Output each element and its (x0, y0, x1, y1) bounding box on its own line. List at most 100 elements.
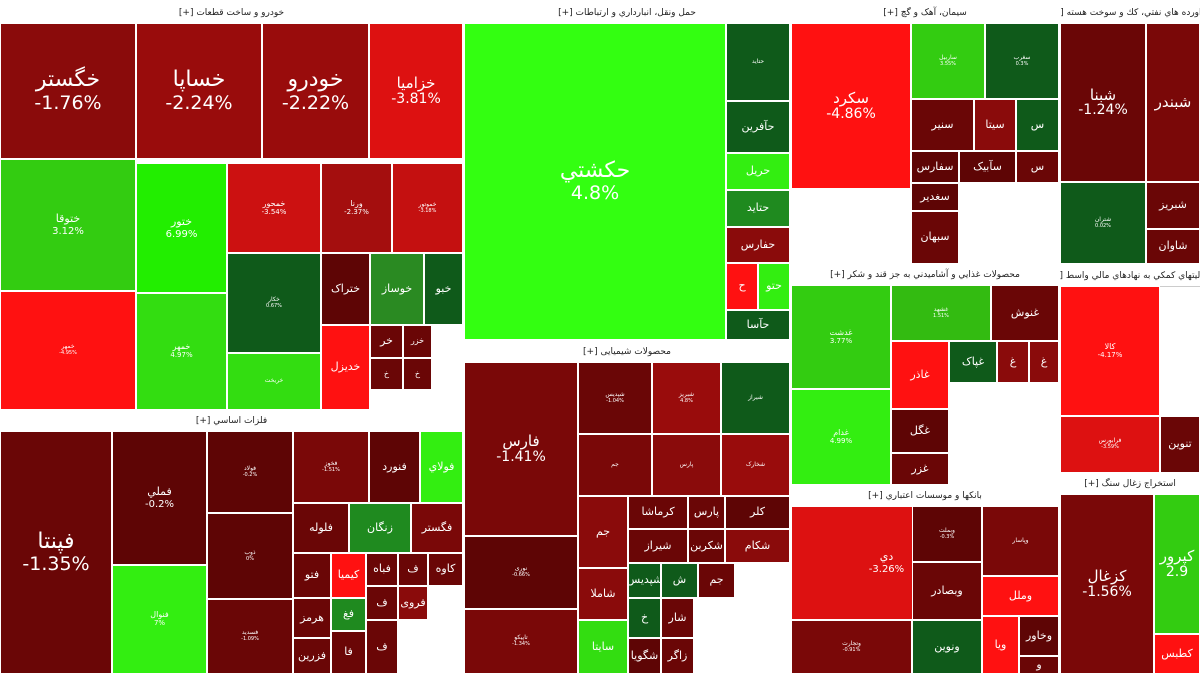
stock-tile[interactable]: و (1019, 656, 1059, 674)
stock-tile[interactable]: وبملت -0.3% (912, 506, 982, 562)
stock-tile[interactable]: خودرو -2.22% (262, 23, 369, 159)
stock-tile[interactable]: حتو (758, 263, 790, 310)
stock-tile[interactable]: حتاید (726, 190, 790, 227)
stock-tile[interactable]: فنورد (369, 431, 420, 503)
stock-tile[interactable]: خوساز (370, 253, 424, 325)
stock-tile[interactable]: شخارک (721, 434, 790, 496)
stock-tile[interactable]: شپدیس -1.04% (578, 362, 652, 434)
stock-tile[interactable]: ح (726, 263, 758, 310)
stock-tile[interactable]: وتجارت -0.91% (791, 620, 912, 674)
stock-tile[interactable]: خدیزل (321, 325, 370, 410)
stock-tile[interactable]: سغدیر (911, 183, 959, 211)
stock-tile[interactable]: فباه (366, 553, 398, 586)
stock-tile[interactable]: پارس (688, 496, 725, 529)
sector-header[interactable]: محصولات غذايي و آشاميدني به جز قند و شكر… (791, 265, 1059, 286)
stock-tile[interactable]: کپرور 2.9 (1154, 494, 1200, 634)
stock-tile[interactable]: خکار 0.67% (227, 253, 321, 353)
stock-tile[interactable]: کیمیا (331, 553, 366, 598)
stock-tile[interactable]: غ (997, 341, 1029, 383)
stock-tile[interactable]: شیراز (721, 362, 790, 434)
stock-tile[interactable]: خمهر 4.97% (136, 293, 227, 410)
stock-tile[interactable]: ف (366, 586, 398, 620)
stock-tile[interactable]: غدشت 3.77% (791, 285, 891, 389)
stock-tile[interactable]: سیتا (974, 99, 1016, 151)
stock-tile[interactable]: کرماشا (628, 496, 688, 529)
sector-header[interactable]: سیمان، آهک و گچ [+] (791, 3, 1059, 24)
stock-tile[interactable]: فارس -1.41% (464, 362, 578, 536)
sector-header[interactable]: فراورده هاي نفتي، كك و سوخت هسته [+] (1060, 3, 1200, 24)
stock-tile[interactable]: کاوه (428, 553, 463, 586)
stock-tile[interactable]: خر (370, 325, 403, 358)
stock-tile[interactable]: س (1016, 151, 1059, 183)
stock-tile[interactable]: وپاسار (982, 506, 1059, 576)
stock-tile[interactable]: خ (628, 598, 661, 638)
stock-tile[interactable]: تاپیکو -1.34% (464, 609, 578, 674)
stock-tile[interactable]: فغ (331, 598, 366, 631)
stock-tile[interactable]: نوری -0.66% (464, 536, 578, 609)
stock-tile[interactable]: ش (661, 563, 698, 598)
sector-header[interactable]: محصولات شیمیایی [+] (464, 342, 790, 363)
stock-tile[interactable]: سبهان (911, 211, 959, 264)
stock-tile[interactable]: سنیر (911, 99, 974, 151)
stock-tile[interactable]: ختور 6.99% (136, 163, 227, 293)
stock-tile[interactable]: خمهر -4.95% (0, 291, 136, 410)
stock-tile[interactable]: تنوین (1160, 416, 1200, 473)
stock-tile[interactable]: زنگان (349, 503, 411, 553)
stock-tile[interactable]: حآفرین (726, 101, 790, 153)
stock-tile[interactable]: سایتا (578, 620, 628, 674)
stock-tile[interactable]: ساربیل 3.55% (911, 23, 985, 99)
stock-tile[interactable]: شگویا (628, 638, 661, 674)
stock-tile[interactable]: شار (661, 598, 694, 638)
stock-tile[interactable]: فولاد -0.2% (207, 431, 293, 513)
stock-tile[interactable]: شبریز (1146, 182, 1200, 229)
stock-tile[interactable]: ویا (982, 616, 1019, 674)
stock-tile[interactable]: خموتور -3.18% (392, 163, 463, 253)
stock-tile[interactable]: فنوال 7% (112, 565, 207, 674)
stock-tile[interactable]: شاملا (578, 568, 628, 620)
sector-header[interactable]: خودرو و ساخت قطعات [+] (0, 3, 463, 24)
stock-tile[interactable]: خ (403, 358, 432, 390)
stock-tile[interactable]: حآسا (726, 310, 790, 340)
sector-header[interactable]: فلزات اساسي [+] (0, 411, 463, 432)
stock-tile[interactable]: هرمز (293, 598, 331, 638)
stock-tile[interactable]: وملل (982, 576, 1059, 616)
stock-tile[interactable]: کلر (725, 496, 790, 529)
stock-tile[interactable]: خساپا -2.24% (136, 23, 262, 159)
stock-tile[interactable]: حفارس (726, 227, 790, 263)
sector-header[interactable]: استخراج زغال سنگ [+] (1060, 474, 1200, 495)
stock-tile[interactable]: حکشتي 4.8% (464, 23, 726, 340)
stock-tile[interactable]: کطبس (1154, 634, 1200, 674)
stock-tile[interactable]: خزر (403, 325, 432, 358)
stock-tile[interactable]: شتران 0.02% (1060, 182, 1146, 264)
stock-tile[interactable]: فگستر (411, 503, 463, 553)
stock-tile[interactable]: شکربن (688, 529, 725, 563)
stock-tile[interactable]: شبنا -1.24% (1060, 23, 1146, 182)
stock-tile[interactable]: خگستر -1.76% (0, 23, 136, 159)
stock-tile[interactable]: سفارس (911, 151, 959, 183)
stock-tile[interactable]: ذوب 0% (207, 513, 293, 599)
stock-tile[interactable]: فرابورس -3.59% (1060, 416, 1160, 473)
stock-tile[interactable]: ختراک (321, 253, 370, 325)
stock-tile[interactable]: وبصادر (912, 562, 982, 620)
stock-tile[interactable]: سآبیک (959, 151, 1016, 183)
stock-tile[interactable]: غ (1029, 341, 1059, 383)
stock-tile[interactable]: فروی (398, 586, 428, 620)
stock-tile[interactable]: خبو (424, 253, 463, 325)
stock-tile[interactable]: جم (578, 496, 628, 568)
stock-tile[interactable]: فملي -0.2% (112, 431, 207, 565)
stock-tile[interactable]: خریخت (227, 353, 321, 410)
stock-tile[interactable]: سغرب 0.3% (985, 23, 1059, 99)
stock-tile[interactable]: غشهد 1.51% (891, 285, 991, 341)
stock-tile[interactable]: فولاي (420, 431, 463, 503)
stock-tile[interactable]: خزامیا -3.81% (369, 23, 463, 159)
stock-tile[interactable]: فا (331, 631, 366, 674)
stock-tile[interactable]: وخاور (1019, 616, 1059, 656)
stock-tile[interactable]: شاوان (1146, 229, 1200, 264)
stock-tile[interactable]: ونوین (912, 620, 982, 674)
stock-tile[interactable]: کزغال -1.56% (1060, 494, 1154, 674)
stock-tile[interactable]: غزر (891, 453, 949, 485)
stock-tile[interactable]: زاگر (661, 638, 694, 674)
stock-tile[interactable]: شپدیس (628, 563, 661, 598)
stock-tile[interactable]: ف (366, 620, 398, 674)
stock-tile[interactable]: پارس (652, 434, 721, 496)
